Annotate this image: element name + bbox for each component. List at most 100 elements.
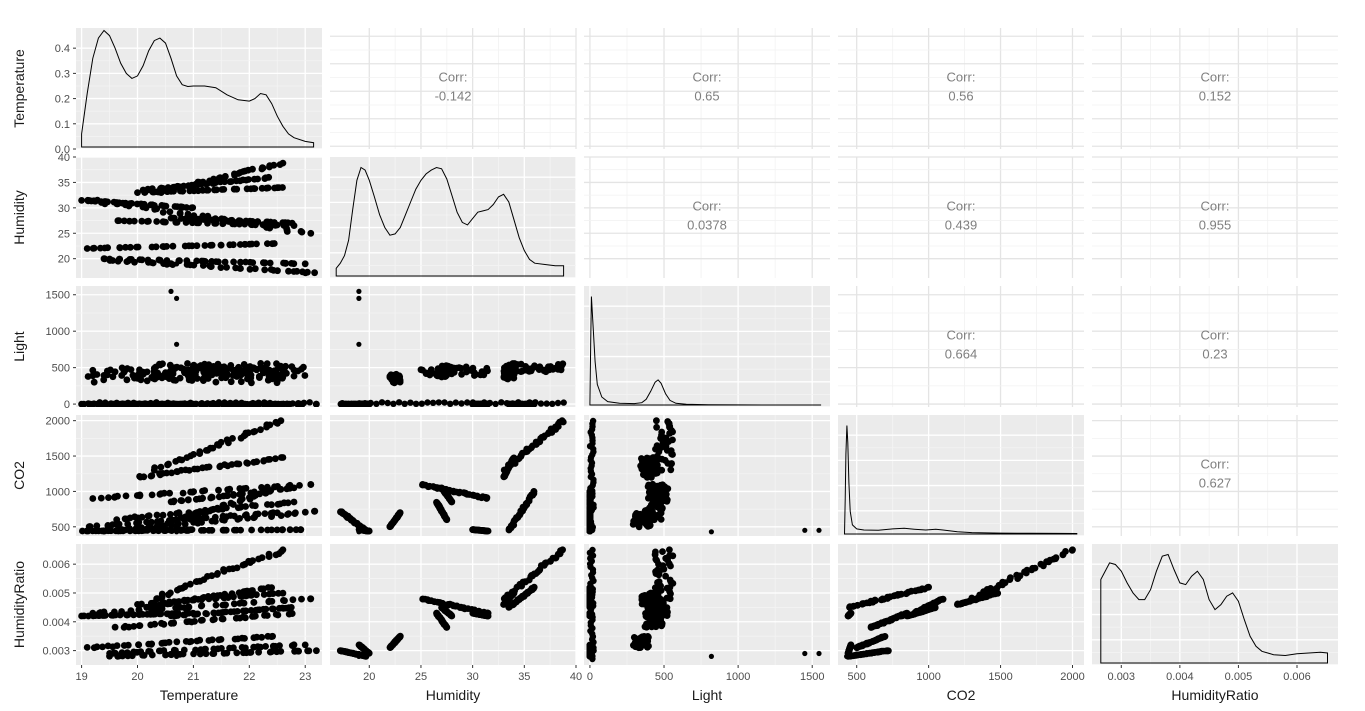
scatter-point (147, 399, 154, 407)
outlier-point (708, 653, 715, 660)
corr-label: Corr: (1201, 457, 1230, 472)
scatter-point (589, 546, 596, 554)
scatter-point (283, 400, 291, 407)
scatter-point (100, 527, 107, 535)
scatter-point (419, 595, 427, 603)
scatter-point (249, 587, 256, 594)
scatter-point (138, 256, 146, 264)
scatter-point (89, 495, 97, 502)
scatter-point (559, 360, 567, 368)
panel-temperature-humidity: Corr: -0.142 (330, 28, 577, 149)
scatter-point (1016, 572, 1024, 580)
scatter-point (178, 456, 186, 464)
scatter-point (230, 600, 238, 608)
x-tick-label: 23 (299, 671, 311, 683)
scatter-point (118, 527, 126, 534)
scatter-point (337, 508, 344, 516)
scatter-points (337, 288, 567, 407)
scatter-point (152, 243, 160, 251)
outlier-point (802, 527, 808, 533)
scatter-point (179, 650, 187, 658)
scatter-point (96, 399, 103, 406)
panel-co2-co2 (838, 415, 1084, 537)
x-tick-label: 30 (467, 671, 479, 683)
panel-background (838, 415, 1084, 536)
scatter-point (151, 620, 159, 628)
scatter-point (159, 209, 167, 216)
scatter-point (199, 262, 207, 269)
scatter-point (221, 178, 229, 186)
scatter-point (401, 400, 408, 407)
scatter-point (458, 400, 465, 407)
outlier-point (708, 529, 715, 535)
scatter-point (124, 641, 132, 649)
y-tick-label: 35 (58, 177, 70, 189)
scatter-point (396, 378, 404, 386)
scatter-point (871, 596, 879, 604)
scatter-point (227, 499, 235, 507)
scatter-point (182, 638, 190, 645)
scatter-points (79, 417, 319, 535)
scatter-point (290, 641, 298, 649)
scatter-point (217, 241, 225, 249)
scatter-point (207, 444, 214, 452)
x-tick-label: 25 (415, 671, 427, 683)
scatter-point (652, 595, 660, 603)
corr-label: Corr: (947, 328, 976, 343)
scatter-point (264, 376, 272, 384)
scatter-point (279, 373, 287, 381)
scatter-point (257, 585, 265, 593)
scatter-point (213, 186, 220, 194)
scatter-point (452, 399, 459, 406)
scatter-point (277, 454, 285, 461)
scatter-point (261, 266, 269, 274)
panel-background (330, 286, 576, 407)
scatter-point (208, 636, 216, 644)
scatter-point (237, 371, 245, 378)
scatter-point (248, 526, 256, 534)
scatter-point (396, 509, 404, 516)
scatter-point (189, 609, 197, 617)
scatter-point (242, 503, 250, 510)
scatter-point (134, 243, 142, 251)
x-tick-label: 0.006 (1283, 671, 1311, 683)
scatter-point (464, 399, 471, 406)
scatter-point (222, 492, 230, 499)
scatter-point (99, 643, 106, 651)
scatter-point (290, 222, 298, 230)
scatter-point (83, 245, 91, 252)
scatter-point (498, 399, 505, 406)
scatter-point (200, 509, 208, 516)
scatter-point (185, 467, 193, 474)
scatter-point (93, 371, 101, 378)
scatter-point (651, 584, 659, 592)
scatter-point (290, 484, 298, 492)
scatter-point (666, 546, 673, 554)
scatter-point (165, 638, 173, 646)
scatter-point (138, 600, 145, 608)
scatter-point (249, 165, 256, 173)
scatter-point (184, 360, 191, 367)
panel-humidityratio-humidityratio (1092, 544, 1338, 666)
scatter-point (471, 372, 478, 379)
scatter-point (102, 611, 109, 619)
scatter-point (196, 448, 204, 456)
scatter-point (182, 219, 190, 226)
scatter-point (166, 208, 174, 216)
scatter-point (167, 589, 174, 597)
scatter-point (252, 221, 259, 229)
scatter-point (311, 269, 318, 277)
scatter-point (268, 526, 275, 534)
scatter-point (140, 370, 147, 378)
x-tick-label: 19 (75, 671, 87, 683)
scatter-point (208, 494, 216, 501)
scatter-point (222, 526, 230, 534)
x-tick-label: 2000 (1060, 671, 1084, 683)
scatter-points (586, 546, 822, 663)
scatter-point (254, 175, 261, 183)
scatter-point (109, 521, 116, 528)
scatter-point (264, 240, 271, 248)
scatter-point (272, 455, 279, 463)
scatter-point (193, 400, 200, 407)
scatter-point (162, 202, 170, 210)
